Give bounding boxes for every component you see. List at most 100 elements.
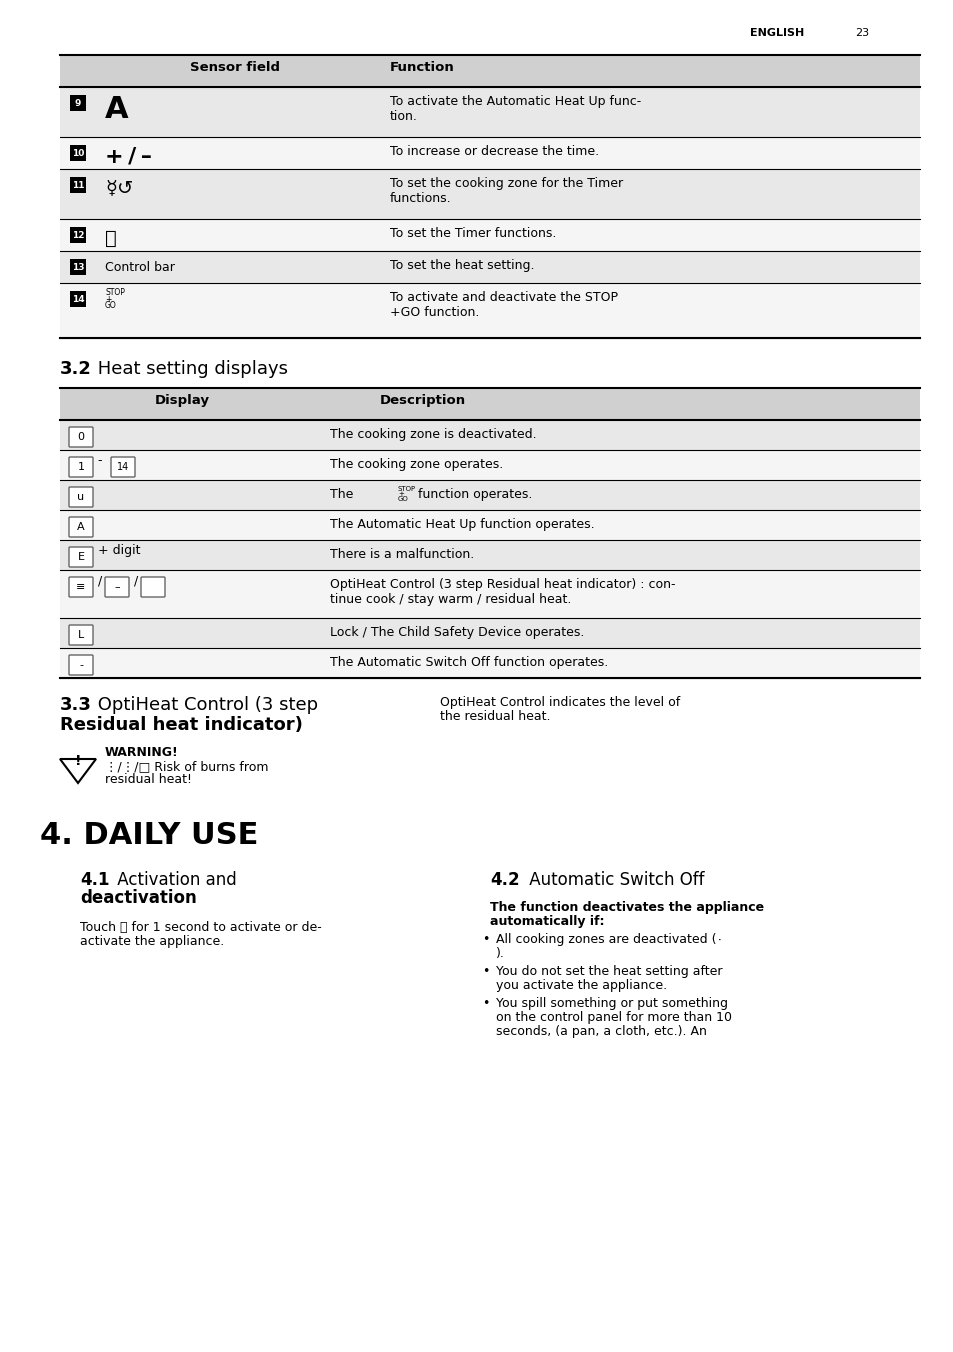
Text: The: The	[330, 488, 357, 502]
Text: 23: 23	[854, 28, 868, 38]
Text: Display: Display	[154, 393, 210, 407]
Text: The cooking zone is deactivated.: The cooking zone is deactivated.	[330, 429, 536, 441]
Text: OptiHeat Control indicates the level of: OptiHeat Control indicates the level of	[439, 696, 679, 708]
Bar	[60, 571, 919, 618]
Text: Heat setting displays: Heat setting displays	[91, 360, 288, 379]
Text: /: /	[94, 575, 106, 587]
FancyBboxPatch shape	[105, 577, 129, 598]
FancyBboxPatch shape	[69, 548, 92, 566]
Text: To set the Timer functions.: To set the Timer functions.	[390, 227, 556, 241]
Text: ENGLISH: ENGLISH	[749, 28, 803, 38]
Text: automatically if:: automatically if:	[490, 915, 604, 927]
Text: + / –: + / –	[105, 147, 152, 168]
Text: A: A	[105, 95, 129, 124]
Text: 14: 14	[117, 462, 129, 472]
Text: the residual heat.: the residual heat.	[439, 710, 550, 723]
Text: To activate the Automatic Heat Up func-
tion.: To activate the Automatic Heat Up func- …	[390, 95, 640, 123]
Text: You spill something or put something: You spill something or put something	[496, 996, 727, 1010]
Bar	[60, 169, 919, 219]
Text: +: +	[105, 295, 112, 304]
Bar	[70, 177, 86, 193]
Bar	[70, 95, 86, 111]
Text: activate the appliance.: activate the appliance.	[80, 936, 224, 948]
Text: Activation and: Activation and	[112, 871, 236, 890]
Text: ⋮/⋮/□ Risk of burns from: ⋮/⋮/□ Risk of burns from	[105, 760, 268, 773]
Text: +: +	[397, 491, 403, 498]
Text: STOP: STOP	[397, 485, 416, 492]
FancyBboxPatch shape	[69, 577, 92, 598]
Text: L: L	[78, 630, 84, 639]
Text: GO: GO	[397, 496, 408, 502]
Text: The function deactivates the appliance: The function deactivates the appliance	[490, 900, 763, 914]
Text: 12: 12	[71, 230, 84, 239]
Bar	[70, 291, 86, 307]
Text: You do not set the heat setting after: You do not set the heat setting after	[496, 965, 721, 977]
Bar	[70, 145, 86, 161]
Text: 11: 11	[71, 181, 84, 189]
Bar	[60, 420, 919, 450]
Text: E: E	[77, 552, 85, 562]
Text: /: /	[130, 575, 142, 587]
Text: 1: 1	[77, 462, 85, 472]
Text: ☿↺: ☿↺	[105, 178, 133, 197]
Text: 3.3: 3.3	[60, 696, 91, 714]
Text: Lock / The Child Safety Device operates.: Lock / The Child Safety Device operates.	[330, 626, 584, 639]
Text: OptiHeat Control (3 step: OptiHeat Control (3 step	[91, 696, 317, 714]
Text: 4.2: 4.2	[490, 871, 519, 890]
Text: To set the cooking zone for the Timer
functions.: To set the cooking zone for the Timer fu…	[390, 177, 622, 206]
FancyBboxPatch shape	[141, 577, 165, 598]
Text: -: -	[94, 454, 107, 466]
Bar	[60, 219, 919, 251]
Bar	[70, 227, 86, 243]
Text: 0: 0	[77, 433, 85, 442]
Text: 10: 10	[71, 149, 84, 157]
Text: To increase or decrease the time.: To increase or decrease the time.	[390, 145, 598, 158]
Text: ).: ).	[496, 946, 504, 960]
FancyBboxPatch shape	[69, 427, 92, 448]
FancyBboxPatch shape	[69, 516, 92, 537]
Text: you activate the appliance.: you activate the appliance.	[496, 979, 666, 992]
Text: Automatic Switch Off: Automatic Switch Off	[523, 871, 703, 890]
Text: 3.2: 3.2	[60, 360, 91, 379]
FancyBboxPatch shape	[111, 457, 135, 477]
Text: STOP: STOP	[105, 288, 125, 297]
Text: WARNING!: WARNING!	[105, 746, 178, 758]
Text: There is a malfunction.: There is a malfunction.	[330, 548, 474, 561]
Bar	[60, 87, 919, 137]
Text: –: –	[114, 581, 120, 592]
Text: function operates.: function operates.	[417, 488, 532, 502]
Bar	[60, 539, 919, 571]
Bar	[60, 283, 919, 338]
Text: OptiHeat Control (3 step Residual heat indicator) : con-
tinue cook / stay warm : OptiHeat Control (3 step Residual heat i…	[330, 579, 675, 606]
Text: GO: GO	[105, 301, 116, 310]
Text: The Automatic Switch Off function operates.: The Automatic Switch Off function operat…	[330, 656, 608, 669]
Text: The Automatic Heat Up function operates.: The Automatic Heat Up function operates.	[330, 518, 594, 531]
Text: u: u	[77, 492, 85, 502]
Text: -: -	[79, 660, 83, 671]
Bar	[60, 618, 919, 648]
Text: To set the heat setting.: To set the heat setting.	[390, 260, 534, 272]
Bar	[60, 450, 919, 480]
Text: Control bar: Control bar	[105, 261, 174, 274]
Text: !: !	[74, 754, 81, 768]
Text: Description: Description	[379, 393, 466, 407]
Bar	[60, 137, 919, 169]
Bar	[70, 260, 86, 274]
Bar	[60, 251, 919, 283]
Bar	[60, 648, 919, 677]
Text: + digit: + digit	[94, 544, 140, 557]
Text: •: •	[481, 996, 489, 1010]
Text: 4. DAILY USE: 4. DAILY USE	[40, 821, 258, 850]
Text: •: •	[481, 965, 489, 977]
Text: Touch ⓞ for 1 second to activate or de-: Touch ⓞ for 1 second to activate or de-	[80, 921, 321, 934]
Text: 14: 14	[71, 295, 84, 303]
Text: ≡: ≡	[76, 581, 86, 592]
FancyBboxPatch shape	[69, 457, 92, 477]
Bar	[60, 510, 919, 539]
Text: 4.1: 4.1	[80, 871, 110, 890]
Bar	[60, 55, 919, 87]
Bar	[60, 480, 919, 510]
Text: To activate and deactivate the STOP
+GO function.: To activate and deactivate the STOP +GO …	[390, 291, 618, 319]
FancyBboxPatch shape	[69, 487, 92, 507]
Text: deactivation: deactivation	[80, 890, 196, 907]
